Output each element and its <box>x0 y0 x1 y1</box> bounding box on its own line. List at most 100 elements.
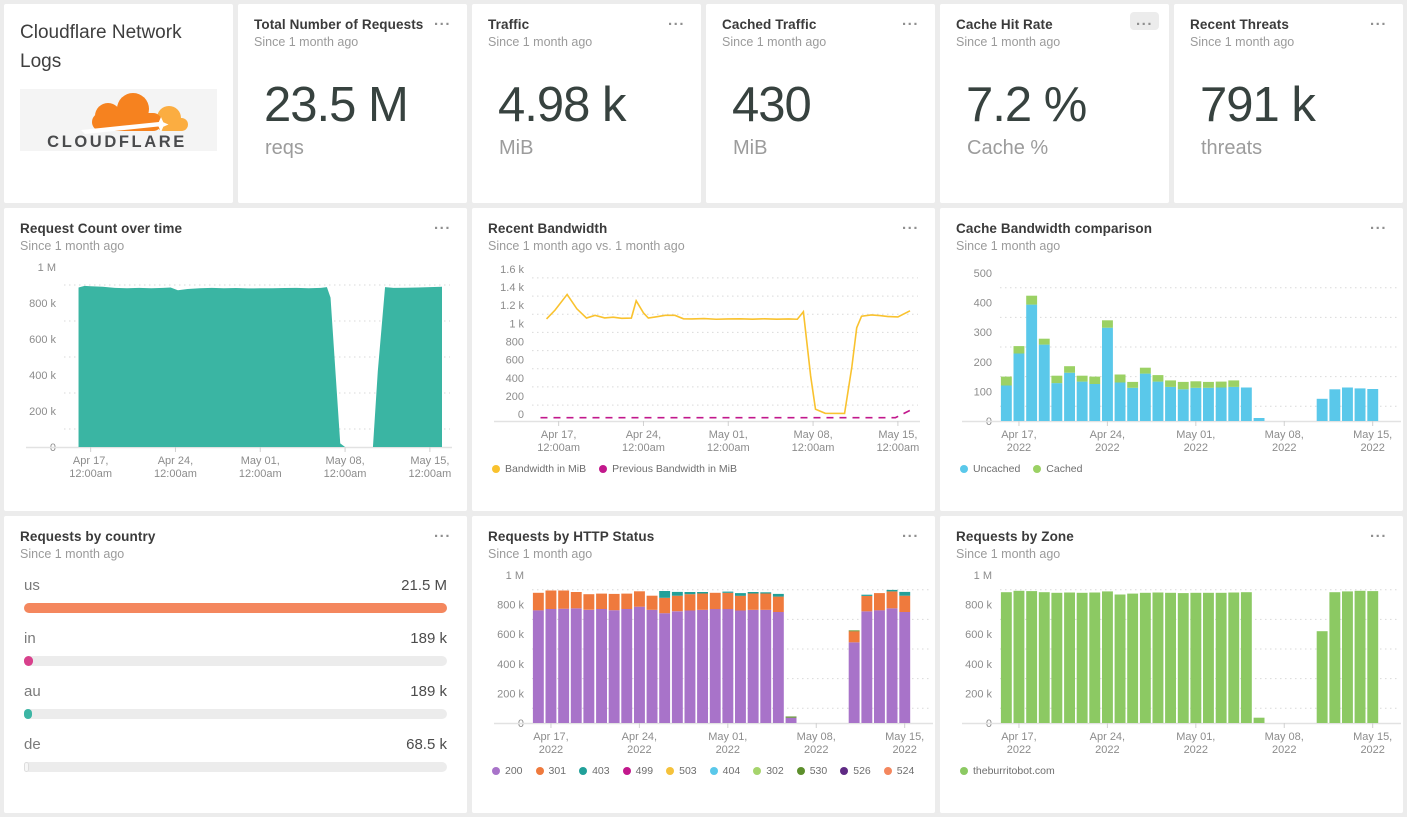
legend-item[interactable]: 499 <box>622 765 653 777</box>
legend-label: 302 <box>766 765 784 777</box>
bar-gauge-fill <box>24 709 32 719</box>
panel-menu-icon[interactable]: ... <box>901 216 919 233</box>
legend-item[interactable]: 404 <box>709 765 740 777</box>
panel-menu-icon[interactable]: ... <box>1369 12 1387 29</box>
bar-gauge-track <box>24 656 447 666</box>
svg-text:400 k: 400 k <box>29 370 56 382</box>
country-row-de: de 68.5 k <box>24 736 447 772</box>
country-value: 189 k <box>410 683 447 700</box>
legend-label: 526 <box>853 765 871 777</box>
svg-text:400 k: 400 k <box>497 659 524 671</box>
country-label: in <box>24 630 36 647</box>
panel-title: Traffic <box>488 17 530 32</box>
panel-menu-icon[interactable]: ... <box>433 216 451 233</box>
panel-title: Recent Threats <box>1190 17 1289 32</box>
legend-item[interactable]: 200 <box>492 765 523 777</box>
legend-item[interactable]: 524 <box>883 765 915 777</box>
panel-subtitle: Since 1 month ago <box>20 239 125 253</box>
legend-item[interactable]: 403 <box>579 765 610 777</box>
legend-item[interactable]: Previous Bandwidth in MiB <box>599 463 737 475</box>
country-row-us: us 21.5 M <box>24 577 447 613</box>
country-value: 21.5 M <box>401 577 447 594</box>
legend-dot-icon <box>666 767 675 775</box>
svg-text:Apr 24,: Apr 24, <box>158 455 193 467</box>
panel-subtitle: Since 1 month ago <box>722 35 827 49</box>
chart-legend: Bandwidth in MiB Previous Bandwidth in Mi… <box>488 457 919 475</box>
legend-item[interactable]: 503 <box>666 765 697 777</box>
chart-legend: Uncached Cached <box>956 457 1387 475</box>
panel-menu-icon[interactable]: ... <box>433 524 451 541</box>
legend-label: 524 <box>896 765 915 777</box>
legend-item[interactable]: Cached <box>1033 463 1082 475</box>
svg-text:May 08,: May 08, <box>797 731 836 743</box>
legend-label: 301 <box>548 765 567 777</box>
svg-text:12:00am: 12:00am <box>537 442 580 454</box>
svg-text:800 k: 800 k <box>29 298 56 310</box>
panel-requests-by-country: Requests by country Since 1 month ago ..… <box>4 516 467 813</box>
panel-title: Cache Bandwidth comparison <box>956 221 1153 236</box>
country-label: au <box>24 683 41 700</box>
svg-text:12:00am: 12:00am <box>707 442 750 454</box>
svg-text:200 k: 200 k <box>29 406 56 418</box>
panel-title: Recent Bandwidth <box>488 221 608 236</box>
panel-menu-icon[interactable]: ... <box>1369 216 1387 233</box>
panel-menu-icon[interactable]: ... <box>1369 524 1387 541</box>
bar-gauge-fill <box>24 762 29 772</box>
legend-dot-icon <box>492 465 500 473</box>
legend-dot-icon <box>753 767 762 775</box>
stat-value: 7.2 % <box>966 78 1087 132</box>
panel-menu-icon[interactable]: ... <box>667 12 685 29</box>
legend-item[interactable]: Bandwidth in MiB <box>492 463 586 475</box>
cloudflare-logo-image: CLOUDFLARE <box>47 93 188 150</box>
country-label: us <box>24 577 40 594</box>
svg-text:May 15,: May 15, <box>885 731 924 743</box>
stat-value: 430 <box>732 78 812 132</box>
svg-text:May 15,: May 15, <box>878 429 917 441</box>
svg-text:100: 100 <box>974 386 992 398</box>
country-bar-gauge-list: us 21.5 M in 189 k au 189 k <box>20 577 451 772</box>
svg-text:2022: 2022 <box>1272 744 1296 756</box>
legend-dot-icon <box>960 767 968 775</box>
country-row-in: in 189 k <box>24 630 447 666</box>
svg-text:2022: 2022 <box>1095 442 1119 454</box>
legend-item[interactable]: Uncached <box>960 463 1020 475</box>
legend-dot-icon <box>1033 465 1042 473</box>
legend-item[interactable]: 301 <box>535 765 567 777</box>
panel-menu-icon[interactable]: ... <box>1129 12 1159 30</box>
panel-menu-icon[interactable]: ... <box>901 524 919 541</box>
svg-text:May 08,: May 08, <box>326 455 365 467</box>
legend-item[interactable]: theburritobot.com <box>960 765 1055 777</box>
svg-text:200 k: 200 k <box>497 688 524 700</box>
svg-text:2022: 2022 <box>1184 442 1208 454</box>
legend-label: 530 <box>809 765 828 777</box>
svg-text:1 M: 1 M <box>974 570 992 582</box>
svg-text:2022: 2022 <box>804 744 828 756</box>
svg-text:12:00am: 12:00am <box>792 442 835 454</box>
panel-requests-by-http-status: Requests by HTTP Status Since 1 month ag… <box>472 516 935 813</box>
bar-gauge-track <box>24 603 447 613</box>
legend-item[interactable]: 530 <box>796 765 828 777</box>
legend-item[interactable]: 302 <box>753 765 784 777</box>
legend-item[interactable]: 526 <box>840 765 871 777</box>
panel-menu-icon[interactable]: ... <box>433 12 451 29</box>
legend-label: theburritobot.com <box>973 765 1055 777</box>
svg-text:May 01,: May 01, <box>1176 731 1215 743</box>
legend-dot-icon <box>709 767 718 775</box>
panel-menu-icon[interactable]: ... <box>901 12 919 29</box>
panel-subtitle: Since 1 month ago <box>956 547 1061 561</box>
svg-text:400 k: 400 k <box>965 659 992 671</box>
svg-text:Apr 24,: Apr 24, <box>622 731 657 743</box>
svg-text:May 15,: May 15, <box>410 455 449 467</box>
bar-gauge-track <box>24 709 447 719</box>
svg-text:Apr 17,: Apr 17, <box>541 429 576 441</box>
svg-text:May 08,: May 08, <box>1265 731 1304 743</box>
svg-text:2022: 2022 <box>892 744 916 756</box>
svg-text:May 01,: May 01, <box>708 731 747 743</box>
svg-text:May 15,: May 15, <box>1353 731 1392 743</box>
